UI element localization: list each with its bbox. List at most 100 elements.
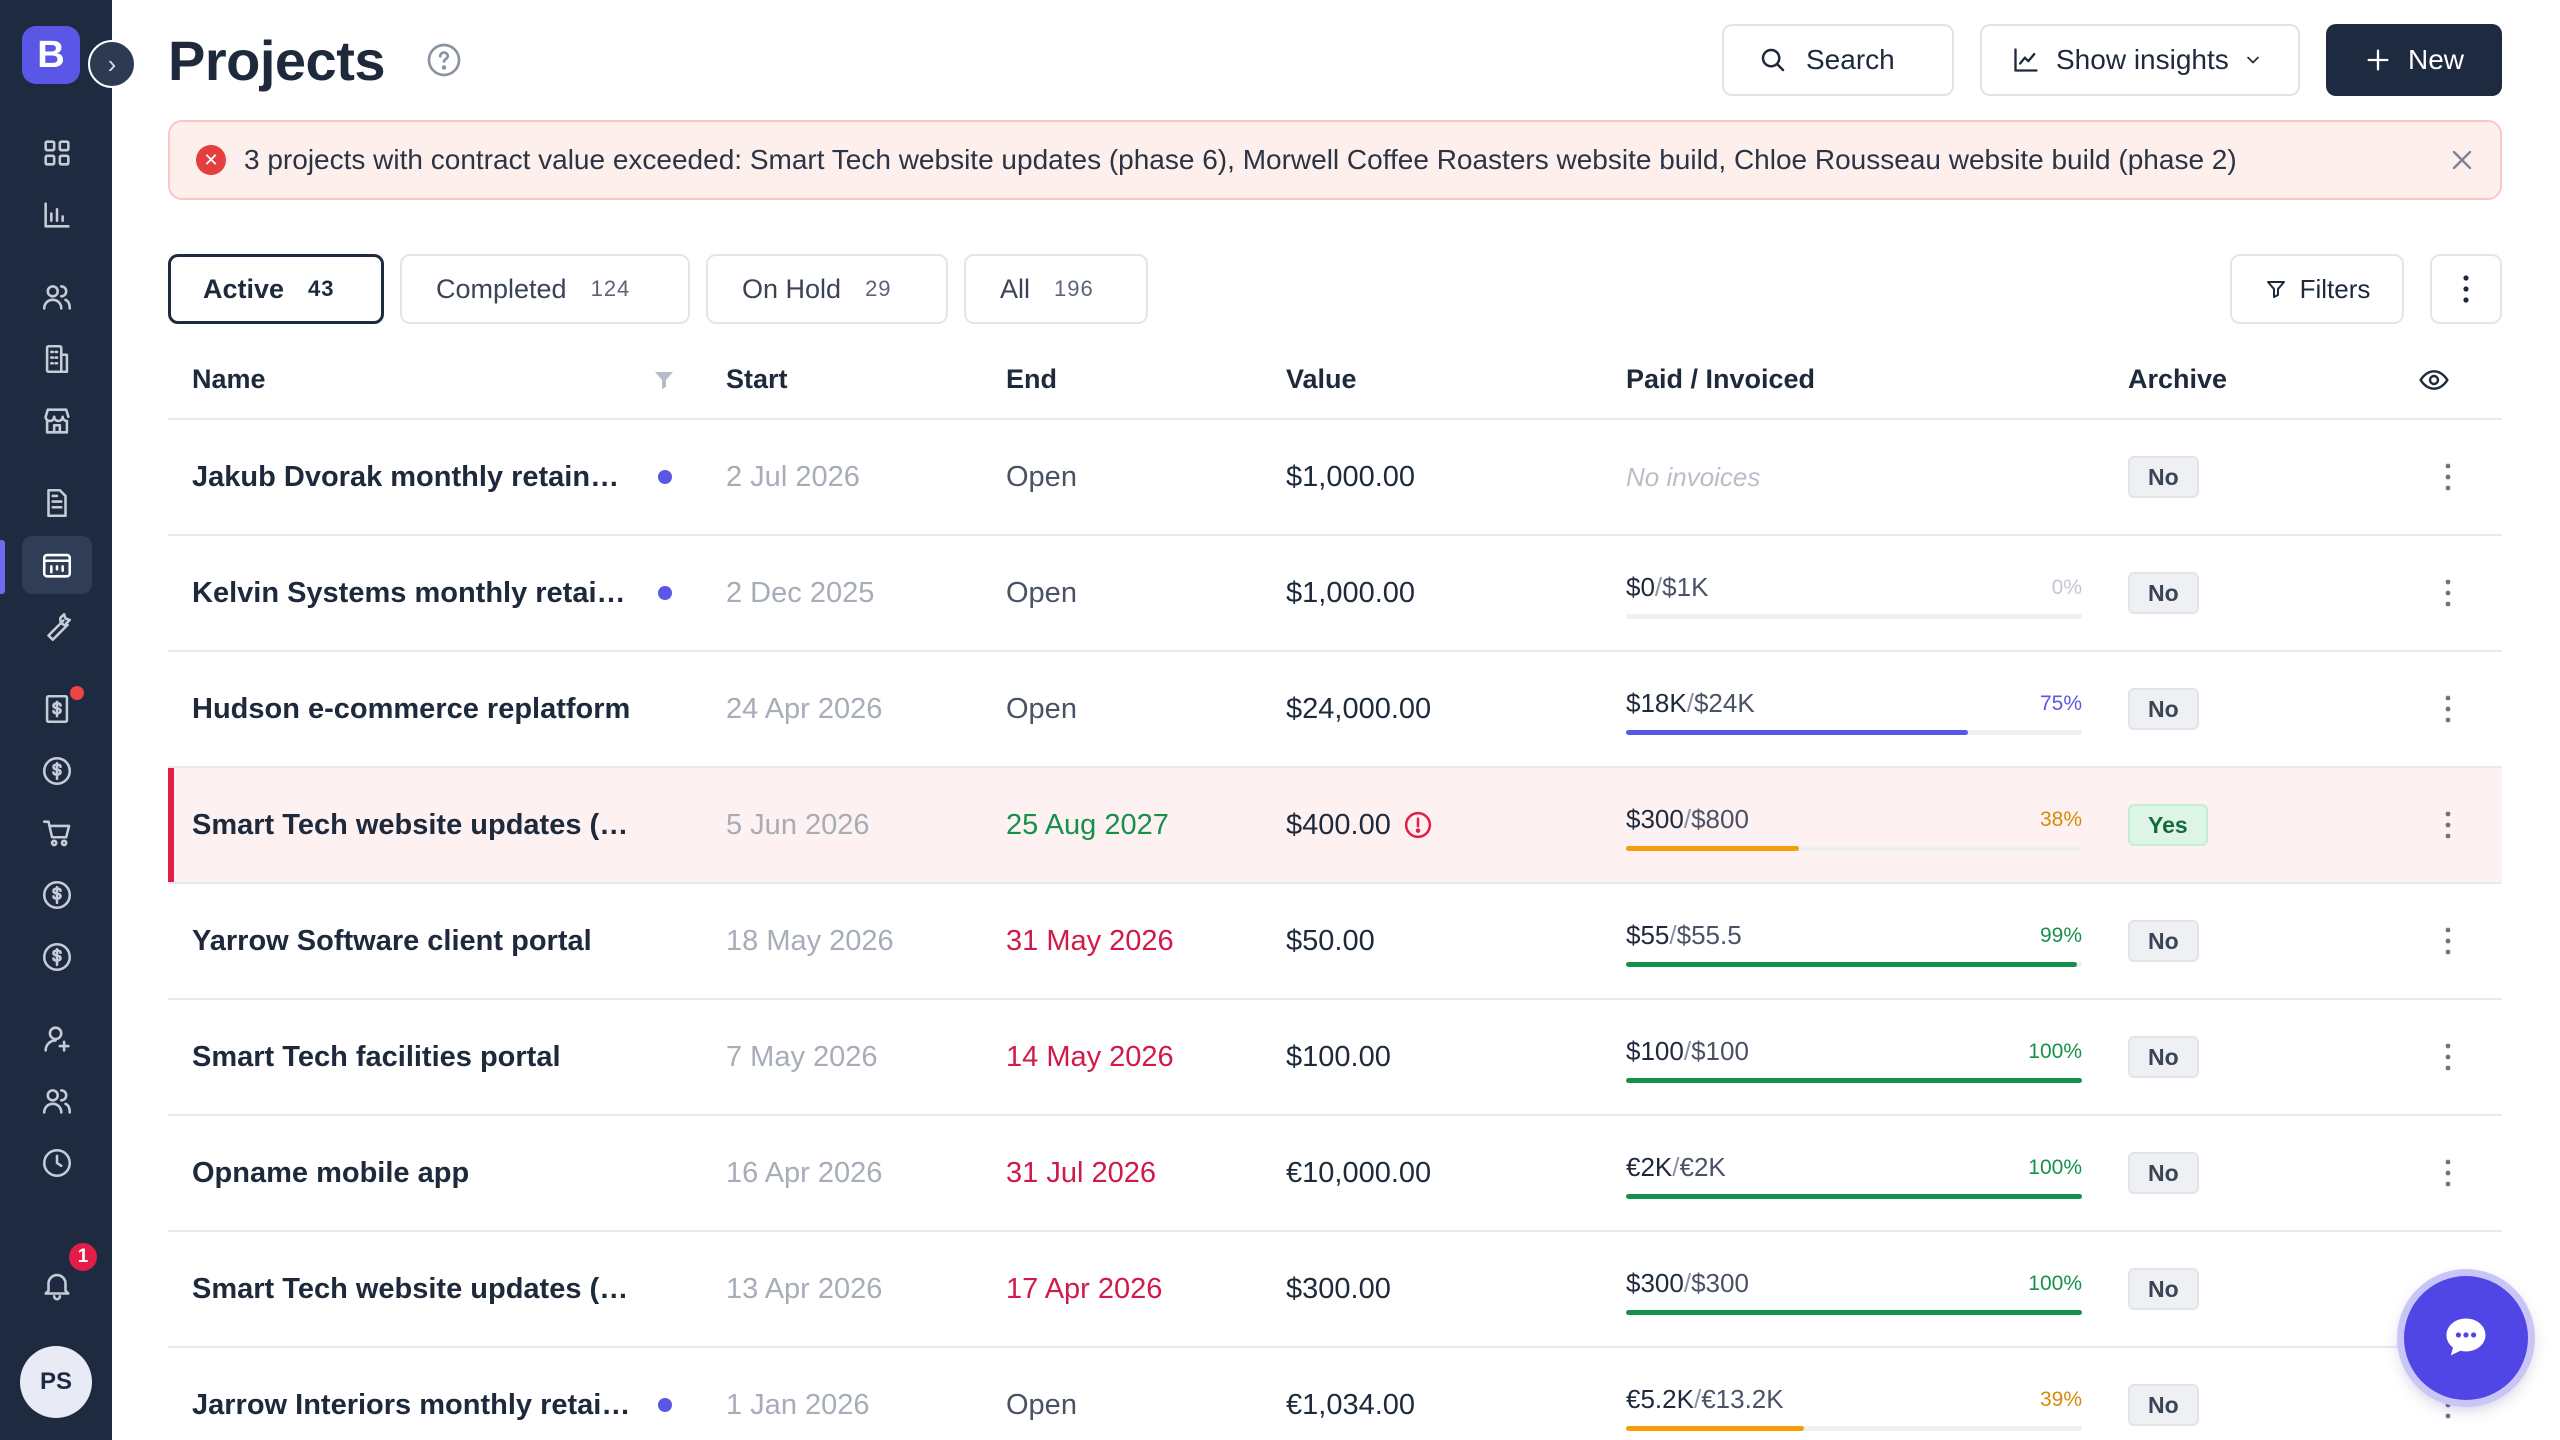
tab-active[interactable]: Active 43	[168, 254, 384, 324]
contract-value: $1,000.00	[1286, 460, 1416, 493]
start-date: 18 May 2026	[726, 924, 894, 957]
project-name[interactable]: Hudson e-commerce replatform	[192, 692, 631, 725]
table-row[interactable]: Smart Tech website updates (pha... 13 Ap…	[168, 1232, 2502, 1348]
nav-expenses[interactable]	[22, 866, 92, 924]
project-name[interactable]: Opname mobile app	[192, 1156, 470, 1189]
table-row[interactable]: Smart Tech website updates (pha... 5 Jun…	[168, 768, 2502, 884]
table-row[interactable]: Yarrow Software client portal 18 May 202…	[168, 884, 2502, 1000]
nav-companies[interactable]	[22, 330, 92, 388]
archive-badge: No	[2128, 1384, 2199, 1426]
nav-contacts[interactable]	[22, 268, 92, 326]
column-archive[interactable]: Archive	[2128, 364, 2228, 394]
project-name-cell[interactable]: Smart Tech facilities portal	[192, 1000, 672, 1114]
project-name-cell[interactable]: Yarrow Software client portal	[192, 884, 672, 998]
invoiced-amount: $100	[1691, 1036, 1749, 1066]
app-logo[interactable]: B	[22, 26, 80, 84]
nav-payments[interactable]	[22, 742, 92, 800]
table-row[interactable]: Hudson e-commerce replatform 24 Apr 2026…	[168, 652, 2502, 768]
nav-time[interactable]	[22, 1134, 92, 1192]
tab-label: Active	[203, 273, 285, 304]
project-name[interactable]: Smart Tech website updates (pha...	[192, 1272, 632, 1305]
table-row[interactable]: Opname mobile app 16 Apr 2026 31 Jul 202…	[168, 1116, 2502, 1232]
paid-amount: $100	[1626, 1036, 1684, 1066]
row-menu-button[interactable]	[2418, 884, 2478, 998]
paid-percent: 100%	[2028, 1156, 2082, 1179]
nav-documents[interactable]	[22, 474, 92, 532]
archive-cell: No	[2128, 420, 2199, 534]
user-icon	[44, 1026, 70, 1052]
value-cell: $300.00	[1286, 1232, 1391, 1346]
end-date: Open	[1006, 576, 1077, 609]
nav-team[interactable]	[22, 1072, 92, 1130]
project-name[interactable]: Kelvin Systems monthly retainer	[192, 576, 632, 609]
table-row[interactable]: Jarrow Interiors monthly retain... 1 Jan…	[168, 1348, 2502, 1440]
eye-icon[interactable]	[2418, 364, 2450, 396]
close-icon[interactable]	[2446, 144, 2478, 176]
project-name-cell[interactable]: Smart Tech website updates (pha...	[192, 1232, 672, 1346]
project-name-cell[interactable]: Smart Tech website updates (pha...	[192, 768, 672, 882]
search-button[interactable]: Search	[1722, 24, 1954, 96]
project-name[interactable]: Yarrow Software client portal	[192, 924, 592, 957]
logo-letter: B	[37, 33, 65, 76]
tab-on-hold[interactable]: On Hold 29	[706, 254, 948, 324]
project-name-cell[interactable]: Jarrow Interiors monthly retain...	[192, 1348, 672, 1440]
help-icon[interactable]	[426, 42, 462, 78]
paid-progress-bar	[1626, 846, 2082, 851]
tab-count: 196	[1054, 276, 1094, 301]
nav-tools[interactable]	[22, 598, 92, 656]
column-start[interactable]: Start	[726, 364, 788, 394]
new-project-button[interactable]: New	[2326, 24, 2502, 96]
nav-reports[interactable]	[22, 186, 92, 244]
sidebar-collapse-button[interactable]: ›	[88, 40, 136, 88]
row-menu-button[interactable]	[2418, 420, 2478, 534]
row-menu-button[interactable]	[2418, 1000, 2478, 1114]
chat-icon	[2446, 1318, 2486, 1356]
project-name[interactable]: Jarrow Interiors monthly retain...	[192, 1388, 632, 1421]
tab-all[interactable]: All 196	[964, 254, 1148, 324]
tab-completed[interactable]: Completed 124	[400, 254, 690, 324]
invoiced-amount: €2K	[1679, 1152, 1726, 1182]
project-name-cell[interactable]: Opname mobile app	[192, 1116, 672, 1230]
nav-projects[interactable]	[22, 536, 92, 594]
project-name-cell[interactable]: Jakub Dvorak monthly retainer...	[192, 420, 672, 534]
project-name-cell[interactable]: Kelvin Systems monthly retainer	[192, 536, 672, 650]
nav-invoices[interactable]	[22, 680, 92, 738]
paid-amount: $55	[1626, 920, 1670, 950]
nav-store[interactable]	[22, 392, 92, 450]
column-value[interactable]: Value	[1286, 364, 1357, 394]
invoiced-amount: $24K	[1693, 688, 1755, 718]
project-name[interactable]: Smart Tech facilities portal	[192, 1040, 561, 1073]
column-end[interactable]: End	[1006, 364, 1057, 394]
contract-value: $50.00	[1286, 924, 1375, 957]
table-row[interactable]: Smart Tech facilities portal 7 May 2026 …	[168, 1000, 2502, 1116]
project-name[interactable]: Jakub Dvorak monthly retainer...	[192, 460, 632, 493]
project-name-cell[interactable]: Hudson e-commerce replatform	[192, 652, 672, 766]
show-insights-button[interactable]: Show insights	[1980, 24, 2300, 96]
recurring-indicator-dot	[658, 586, 672, 600]
value-cell: $1,000.00	[1286, 420, 1415, 534]
row-menu-button[interactable]	[2418, 652, 2478, 766]
column-paid-invoiced[interactable]: Paid / Invoiced	[1626, 364, 1816, 394]
active-indicator	[0, 540, 5, 594]
avatar[interactable]: PS	[20, 1346, 92, 1418]
row-menu-button[interactable]	[2418, 1116, 2478, 1230]
paid-progress-bar	[1626, 1078, 2082, 1083]
column-name[interactable]: Name	[192, 364, 266, 394]
table-row[interactable]: Jakub Dvorak monthly retainer... 2 Jul 2…	[168, 420, 2502, 536]
chat-button[interactable]	[2404, 1276, 2528, 1400]
table-row[interactable]: Kelvin Systems monthly retainer 2 Dec 20…	[168, 536, 2502, 652]
filters-button[interactable]: Filters	[2230, 254, 2404, 324]
project-name[interactable]: Smart Tech website updates (pha...	[192, 808, 632, 841]
recurring-indicator-dot	[658, 1398, 672, 1412]
filter-icon[interactable]	[652, 368, 676, 392]
nav-billing[interactable]	[22, 928, 92, 986]
row-menu-button[interactable]	[2418, 536, 2478, 650]
warning-icon[interactable]	[1403, 810, 1433, 840]
row-menu-button[interactable]	[2418, 768, 2478, 882]
nav-notifications[interactable]	[22, 1256, 92, 1314]
nav-purchases[interactable]	[22, 804, 92, 862]
paid-amount: €5.2K	[1626, 1384, 1694, 1414]
nav-user[interactable]	[22, 1010, 92, 1068]
more-options-button[interactable]	[2430, 254, 2502, 324]
nav-dashboard[interactable]	[22, 124, 92, 182]
